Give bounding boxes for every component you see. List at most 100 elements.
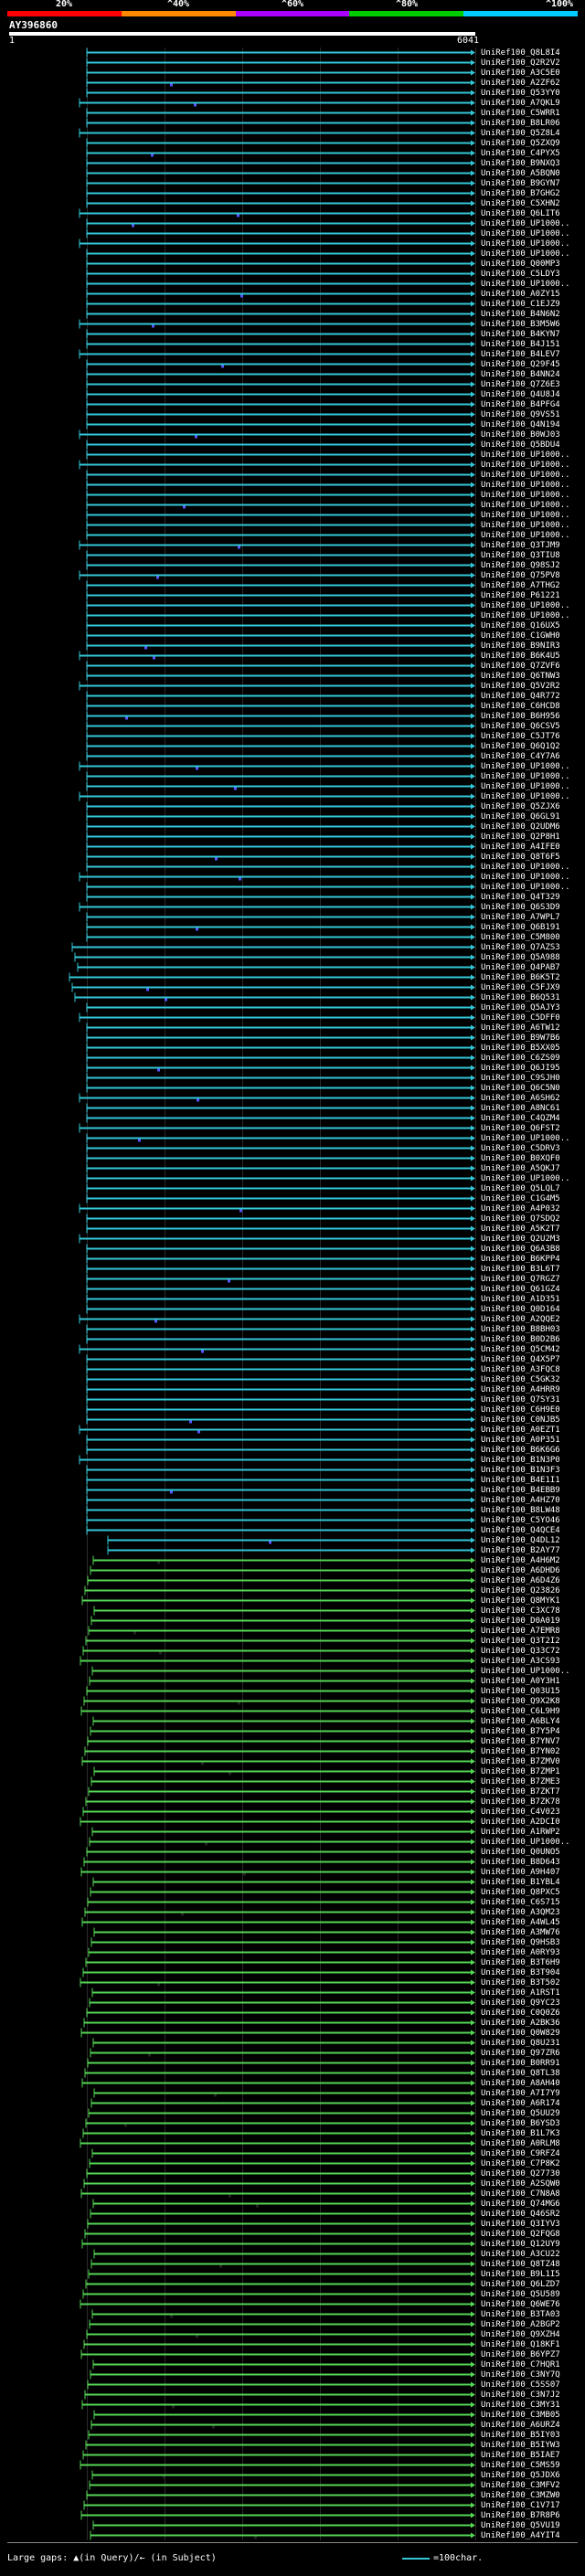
hit-label[interactable]: UniRef100_Q18KF1 [481, 2339, 560, 2349]
hit-row[interactable] [86, 1384, 475, 1394]
hit-row[interactable] [86, 2329, 475, 2339]
hit-row[interactable] [86, 2168, 475, 2178]
hit-label[interactable]: UniRef100_A5BQN0 [481, 168, 560, 178]
hit-row[interactable] [86, 1113, 475, 1123]
hit-label[interactable]: UniRef100_C5JT76 [481, 731, 560, 741]
hit-row[interactable] [80, 2189, 475, 2199]
hit-row[interactable] [86, 691, 475, 701]
hit-label[interactable]: UniRef100_B0D2B6 [481, 1334, 560, 1344]
hit-row[interactable] [93, 1766, 475, 1776]
hit-row[interactable] [92, 1555, 475, 1565]
hit-row[interactable] [92, 1877, 475, 1887]
hit-label[interactable]: UniRef100_Q5BDU4 [481, 440, 560, 450]
hit-label[interactable]: UniRef100_Q7SDQ2 [481, 1214, 560, 1224]
hit-row[interactable] [86, 1475, 475, 1485]
hit-row[interactable] [89, 2158, 475, 2168]
hit-row[interactable] [86, 1214, 475, 1224]
hit-row[interactable] [79, 570, 475, 580]
hit-label[interactable]: UniRef100_Q3T2I2 [481, 1636, 560, 1646]
hit-row[interactable] [85, 2118, 475, 2128]
hit-row[interactable] [86, 550, 475, 560]
hit-label[interactable]: UniRef100_C3MB05 [481, 2410, 560, 2420]
hit-label[interactable]: UniRef100_B6YPZ7 [481, 2349, 560, 2359]
hit-row[interactable] [86, 218, 475, 228]
hit-label[interactable]: UniRef100_A8NC61 [481, 1103, 560, 1113]
hit-row[interactable] [86, 852, 475, 862]
hit-label[interactable]: UniRef100_C5GK32 [481, 1374, 560, 1384]
hit-row[interactable] [86, 1485, 475, 1495]
hit-label[interactable]: UniRef100_C4V023 [481, 1807, 560, 1817]
hit-label[interactable]: UniRef100_B3L6T7 [481, 1264, 560, 1274]
hit-label[interactable]: UniRef100_UP1000.. [481, 1837, 570, 1847]
hit-row[interactable] [86, 339, 475, 349]
hit-label[interactable]: UniRef100_Q5ZXQ9 [481, 138, 560, 148]
hit-row[interactable] [86, 158, 475, 168]
hit-row[interactable] [86, 751, 475, 761]
hit-row[interactable] [86, 721, 475, 731]
hit-row[interactable] [86, 822, 475, 832]
hit-row[interactable] [86, 188, 475, 198]
hit-row[interactable] [90, 1616, 475, 1626]
hit-row[interactable] [86, 1495, 475, 1505]
hit-label[interactable]: UniRef100_Q29F45 [481, 359, 560, 369]
hit-label[interactable]: UniRef100_B6H956 [481, 711, 560, 721]
hit-row[interactable] [71, 942, 475, 952]
hit-label[interactable]: UniRef100_C5FJX9 [481, 982, 560, 992]
hit-row[interactable] [91, 2148, 475, 2158]
hit-row[interactable] [88, 1626, 475, 1636]
hit-label[interactable]: UniRef100_B3M5W6 [481, 319, 560, 329]
hit-label[interactable]: UniRef100_B6Q531 [481, 992, 560, 1002]
hit-row[interactable] [79, 1203, 475, 1214]
hit-row[interactable] [84, 2229, 475, 2239]
hit-row[interactable] [80, 2460, 475, 2470]
hit-row[interactable] [86, 48, 475, 58]
hit-label[interactable]: UniRef100_C1V717 [481, 2500, 560, 2510]
hit-row[interactable] [86, 470, 475, 480]
hit-row[interactable] [86, 1103, 475, 1113]
hit-row[interactable] [84, 1585, 475, 1595]
hit-row[interactable] [90, 1887, 475, 1897]
hit-label[interactable]: UniRef100_C9RFZ4 [481, 2148, 560, 2158]
hit-row[interactable] [91, 1988, 475, 1998]
hit-row[interactable] [86, 1033, 475, 1043]
hit-row[interactable] [86, 832, 475, 842]
hit-label[interactable]: UniRef100_A1D351 [481, 1294, 560, 1304]
hit-row[interactable] [86, 741, 475, 751]
hit-label[interactable]: UniRef100_Q3TJM9 [481, 540, 560, 550]
hit-row[interactable] [86, 882, 475, 892]
hit-row[interactable] [91, 1827, 475, 1837]
hit-label[interactable]: UniRef100_B7GHG2 [481, 188, 560, 198]
hit-row[interactable] [82, 1807, 475, 1817]
hit-row[interactable] [86, 711, 475, 721]
hit-row[interactable] [86, 1294, 475, 1304]
hit-label[interactable]: UniRef100_UP1000.. [481, 761, 570, 771]
hit-row[interactable] [90, 2530, 475, 2540]
hit-label[interactable]: UniRef100_UP1000.. [481, 872, 570, 882]
hit-label[interactable]: UniRef100_A7EMR8 [481, 1626, 560, 1636]
hit-row[interactable] [81, 2239, 475, 2249]
hit-label[interactable]: UniRef100_Q6B191 [481, 922, 560, 932]
hit-label[interactable]: UniRef100_A2BGP2 [481, 2319, 560, 2329]
hit-row[interactable] [86, 1465, 475, 1475]
hit-label[interactable]: UniRef100_B7ZK78 [481, 1797, 560, 1807]
hit-row[interactable] [79, 1234, 475, 1244]
hit-label[interactable]: UniRef100_C7N8A8 [481, 2189, 560, 2199]
hit-row[interactable] [89, 1837, 475, 1847]
hit-label[interactable]: UniRef100_A3C5E0 [481, 68, 560, 78]
hit-label[interactable]: UniRef100_C5DFF0 [481, 1012, 560, 1023]
hit-label[interactable]: UniRef100_Q75PV8 [481, 570, 560, 580]
hit-row[interactable] [86, 801, 475, 811]
hit-row[interactable] [93, 2249, 475, 2259]
hit-label[interactable]: UniRef100_A0RLM8 [481, 2138, 560, 2148]
hit-label[interactable]: UniRef100_A4HZ70 [481, 1495, 560, 1505]
hit-row[interactable] [89, 2480, 475, 2490]
hit-row[interactable] [86, 68, 475, 78]
hit-label[interactable]: UniRef100_Q6FST2 [481, 1123, 560, 1133]
hit-label[interactable]: UniRef100_UP1000.. [481, 279, 570, 289]
hit-label[interactable]: UniRef100_Q27730 [481, 2168, 560, 2178]
hit-row[interactable] [86, 289, 475, 299]
hit-row[interactable] [83, 2339, 475, 2349]
hit-row[interactable] [86, 1163, 475, 1173]
hit-row[interactable] [71, 982, 475, 992]
hit-row[interactable] [86, 138, 475, 148]
